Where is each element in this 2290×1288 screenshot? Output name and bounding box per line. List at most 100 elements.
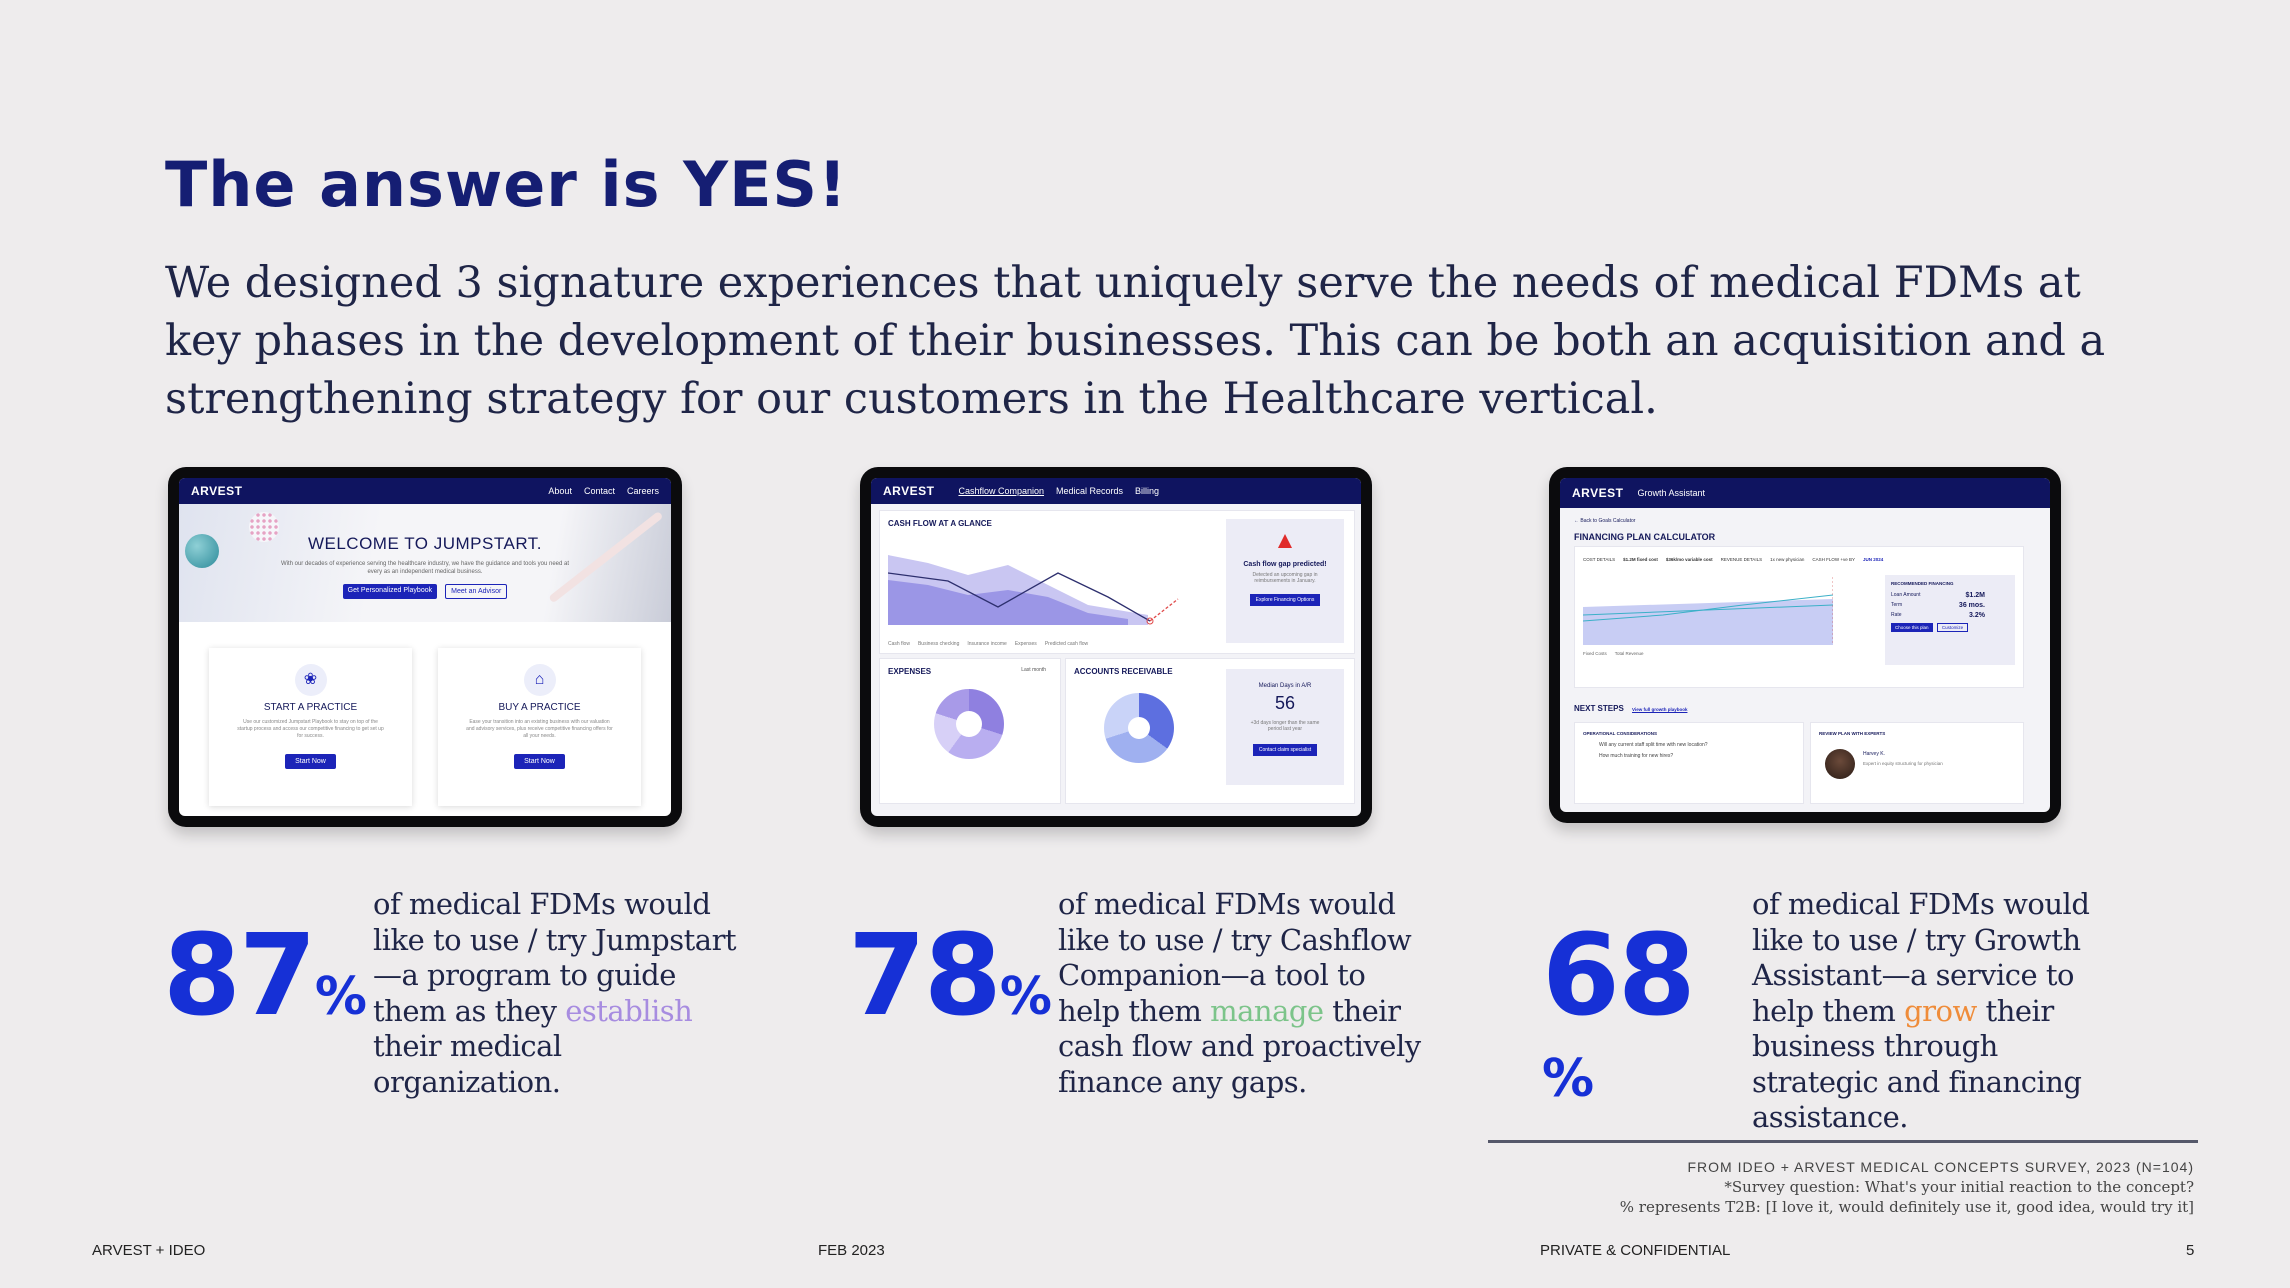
- ar-panel: ACCOUNTS RECEIVABLE Median Days in A/R 5…: [1065, 658, 1355, 804]
- growth-nav: Growth Assistant: [1637, 488, 1705, 498]
- op-item[interactable]: How much training for new hires?: [1599, 753, 1674, 759]
- rec-row: Rate 3.2%: [1891, 612, 2009, 619]
- cost-details-row: COST DETAILS $1.2M fixed cost $36k/mo va…: [1583, 557, 1883, 562]
- highlight-grow: grow: [1904, 993, 1977, 1028]
- explore-financing-button[interactable]: Explore Financing Options: [1249, 594, 1321, 606]
- warning-icon: ▲: [1273, 527, 1297, 554]
- gap-alert-card: ▲ Cash flow gap predicted! Detected an u…: [1226, 519, 1344, 643]
- decor-dotted-ball-icon: [249, 512, 279, 542]
- next-steps-label: NEXT STEPS: [1574, 704, 1624, 713]
- detail-item: REVENUE DETAILS: [1720, 557, 1763, 562]
- percent-sign: %: [999, 967, 1052, 1027]
- revenue-line: [1583, 594, 1833, 622]
- legend-item: Total Revenue: [1614, 651, 1644, 656]
- fixed-cost-line: [1583, 604, 1833, 616]
- ar-donut-chart: [1104, 693, 1174, 763]
- building-icon: ⌂: [523, 664, 556, 696]
- start-now-button[interactable]: Start Now: [285, 754, 336, 769]
- detail-item[interactable]: $1.2M fixed cost: [1623, 557, 1658, 562]
- expenses-title: EXPENSES: [888, 667, 932, 676]
- detail-item[interactable]: JUN 2024: [1863, 557, 1884, 562]
- growth-topbar: ARVEST Growth Assistant: [1560, 478, 2050, 508]
- area-series-2: [888, 580, 1128, 625]
- glance-legend: Cash flow Business checking Insurance in…: [888, 641, 1088, 647]
- nav-careers[interactable]: Careers: [626, 486, 659, 496]
- nav-cashflow[interactable]: Cashflow Companion: [958, 486, 1045, 496]
- median-days-card: Median Days in A/R 56 +3d days longer th…: [1226, 669, 1344, 785]
- expert-name: Harvey K.: [1863, 751, 1885, 757]
- footer-brand: ARVEST + IDEO: [92, 1242, 206, 1259]
- expert-text: Expert in equity structuring for physici…: [1863, 761, 1943, 766]
- customize-button[interactable]: Customize: [1936, 623, 1969, 632]
- legend-item: Expenses: [1014, 641, 1037, 647]
- detail-item[interactable]: 1x new physician: [1770, 557, 1805, 562]
- expenses-filter[interactable]: Last month: [1021, 667, 1046, 673]
- detail-item[interactable]: $36k/mo variable cost: [1665, 557, 1713, 562]
- ar-title: ACCOUNTS RECEIVABLE: [1074, 667, 1173, 676]
- detail-item: CASH FLOW +ve BY: [1812, 557, 1855, 562]
- median-value: 56: [1274, 693, 1296, 713]
- gap-point: [1146, 617, 1154, 625]
- start-now-button[interactable]: Start Now: [514, 754, 565, 769]
- median-title: Median Days in A/R: [1258, 683, 1312, 689]
- highlight-manage: manage: [1210, 993, 1324, 1028]
- brand-logo: ARVEST: [883, 484, 935, 498]
- next-steps-title: NEXT STEPS View full growth playbook: [1574, 704, 1687, 713]
- nav-growth[interactable]: Growth Assistant: [1637, 488, 1705, 498]
- stat-cashflow-desc: of medical FDMs would like to use / try …: [1058, 887, 1428, 1100]
- hero-text: With our decades of experience serving t…: [280, 561, 570, 575]
- growth-line-chart: [1583, 577, 1833, 645]
- rec-label: Rate: [1891, 612, 1902, 618]
- cashflow-screen: ARVEST Cashflow Companion Medical Record…: [871, 478, 1361, 816]
- percent-sign: %: [314, 967, 367, 1027]
- hero-title: WELCOME TO JUMPSTART.: [307, 534, 543, 553]
- expenses-panel: EXPENSES Last month: [879, 658, 1061, 804]
- desc-text: their medical organization.: [373, 1029, 562, 1099]
- alert-text: Detected an upcoming gap in reimbursemen…: [1252, 572, 1318, 584]
- jumpstart-cards: ❀ START A PRACTICE Use our customized Ju…: [209, 648, 641, 806]
- cashflow-nav: Cashflow Companion Medical Records Billi…: [958, 486, 1159, 496]
- playbook-button[interactable]: Get Personalized Playbook: [342, 584, 438, 599]
- desc-text: their cash flow and proactively finance …: [1058, 993, 1421, 1099]
- op-item[interactable]: Will any current staff split time with n…: [1599, 742, 1708, 748]
- nav-about[interactable]: About: [548, 486, 572, 496]
- rec-title: RECOMMENDED FINANCING: [1891, 581, 1954, 586]
- contact-specialist-button[interactable]: Contact claim specialist: [1252, 744, 1318, 756]
- brand-logo: ARVEST: [1572, 486, 1624, 500]
- hero-buttons: Get Personalized Playbook Meet an Adviso…: [179, 584, 671, 599]
- op-title: OPERATIONAL CONSIDERATIONS: [1583, 731, 1658, 736]
- nav-billing[interactable]: Billing: [1135, 486, 1160, 496]
- desc-text: their business through strategic and fin…: [1752, 993, 2082, 1135]
- predicted-line: [1149, 598, 1179, 622]
- advisor-button[interactable]: Meet an Advisor: [445, 584, 508, 599]
- operational-panel: OPERATIONAL CONSIDERATIONS Will any curr…: [1574, 722, 1804, 804]
- detail-item: COST DETAILS: [1583, 557, 1616, 562]
- card-text: Use our customized Jumpstart Playbook to…: [237, 719, 384, 739]
- jumpstart-hero: WELCOME TO JUMPSTART. With our decades o…: [179, 504, 671, 622]
- card-text: Ease your transition into an existing bu…: [466, 719, 613, 739]
- expert-title: REVIEW PLAN WITH EXPERTS: [1819, 731, 1886, 736]
- rec-value: 36 mos.: [1958, 602, 1985, 609]
- rec-row: Term 36 mos.: [1891, 602, 2009, 609]
- legend-item: Business checking: [917, 641, 960, 647]
- calc-title: FINANCING PLAN CALCULATOR: [1574, 532, 1716, 542]
- source-note: FROM IDEO + ARVEST MEDICAL CONCEPTS SURV…: [1620, 1157, 2194, 1217]
- jumpstart-nav: About Contact Careers: [548, 486, 659, 496]
- stat-jumpstart: 87%: [163, 920, 367, 1053]
- jumpstart-tablet-mockup: ARVEST About Contact Careers WELCOME TO …: [168, 467, 682, 827]
- glance-title: CASH FLOW AT A GLANCE: [888, 519, 992, 528]
- playbook-link[interactable]: View full growth playbook: [1632, 707, 1688, 712]
- desc-text: of medical FDMs would like to use / try …: [1752, 887, 2090, 1028]
- start-practice-card: ❀ START A PRACTICE Use our customized Ju…: [209, 648, 412, 806]
- nav-records[interactable]: Medical Records: [1056, 486, 1124, 496]
- brand-logo: ARVEST: [191, 484, 243, 498]
- avatar: [1825, 749, 1855, 779]
- rec-value: 3.2%: [1969, 612, 1985, 619]
- nav-contact[interactable]: Contact: [583, 486, 615, 496]
- cashflow-line: [888, 572, 1151, 622]
- stat-growth-desc: of medical FDMs would like to use / try …: [1752, 887, 2122, 1136]
- jumpstart-topbar: ARVEST About Contact Careers: [179, 478, 671, 504]
- desc-text: of medical FDMs would like to use / try …: [373, 887, 737, 1028]
- back-link[interactable]: ← Back to Goals Calculator: [1574, 518, 1636, 524]
- choose-plan-button[interactable]: Choose this plan: [1891, 623, 1933, 632]
